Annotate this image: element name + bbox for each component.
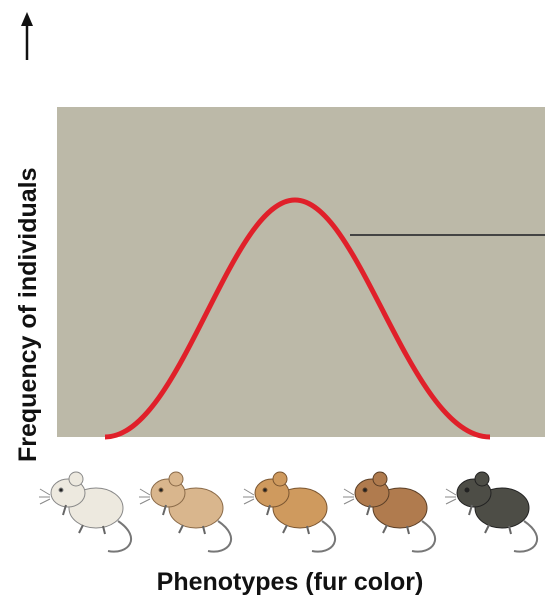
mouse-5 bbox=[445, 472, 537, 552]
y-axis-label: Frequency of individuals bbox=[14, 168, 42, 463]
x-axis-label: Phenotypes (fur color) bbox=[157, 568, 424, 596]
plot-area bbox=[57, 107, 545, 437]
mouse-1 bbox=[39, 472, 131, 552]
diagram: Frequency of individuals Phenotypes (fur… bbox=[0, 0, 545, 600]
page: Frequency of individuals Phenotypes (fur… bbox=[0, 0, 545, 600]
mouse-4 bbox=[343, 472, 435, 552]
mouse-2 bbox=[139, 472, 231, 552]
y-axis-arrow bbox=[21, 12, 33, 60]
mouse-3 bbox=[243, 472, 335, 552]
